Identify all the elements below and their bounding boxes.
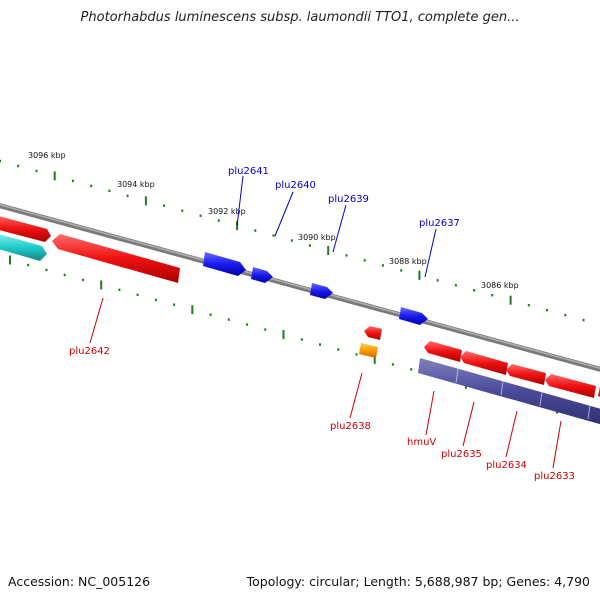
scale-label-3094: 3094 kbp	[117, 180, 155, 189]
gene-plu2633[interactable]	[545, 374, 596, 398]
gene-plu2642[interactable]	[52, 234, 180, 283]
label-hmuV[interactable]: hmuV	[407, 437, 436, 448]
reverse-genes	[0, 215, 600, 425]
label-plu2634[interactable]: plu2634	[486, 460, 527, 471]
gene-plu2640[interactable]	[251, 267, 273, 283]
gene-plu2638-orange[interactable]	[359, 343, 378, 358]
genome-summary-text: Topology: circular; Length: 5,688,987 bp…	[246, 574, 590, 589]
gene-plu2641[interactable]	[203, 252, 246, 276]
gene-purple-band[interactable]	[418, 358, 600, 425]
gene-hmuV[interactable]	[424, 341, 462, 362]
backbone	[0, 203, 600, 372]
scale-label-3086: 3086 kbp	[481, 281, 519, 290]
reverse-leaders	[89, 297, 562, 469]
gene-plu2638-red[interactable]	[364, 326, 382, 340]
label-plu2633[interactable]: plu2633	[534, 471, 575, 482]
gene-plu2639[interactable]	[310, 283, 333, 299]
scale-label-3088: 3088 kbp	[389, 257, 427, 266]
label-plu2635[interactable]: plu2635	[441, 449, 482, 460]
forward-genes	[203, 252, 428, 325]
forward-leaders	[236, 175, 437, 278]
label-plu2637[interactable]: plu2637	[419, 218, 460, 229]
gene-plu2634[interactable]	[506, 364, 546, 385]
upper-scale-ticks	[0, 159, 585, 322]
label-plu2639[interactable]: plu2639	[328, 194, 369, 205]
gene-left-red[interactable]	[0, 215, 51, 242]
gene-plu2637[interactable]	[399, 307, 428, 325]
accession-text: Accession: NC_005126	[8, 574, 151, 589]
gene-plu2635[interactable]	[460, 351, 508, 375]
gene-left-teal[interactable]	[0, 233, 47, 261]
map-title: Photorhabdus luminescens subsp. laumondi…	[80, 10, 520, 25]
scale-label-3096: 3096 kbp	[28, 151, 66, 160]
label-plu2640[interactable]: plu2640	[275, 180, 316, 191]
scale-label-3092: 3092 kbp	[208, 207, 246, 216]
label-plu2641[interactable]: plu2641	[228, 166, 269, 177]
label-plu2638[interactable]: plu2638	[330, 421, 371, 432]
label-plu2642[interactable]: plu2642	[69, 346, 110, 357]
scale-label-3090: 3090 kbp	[298, 233, 336, 242]
